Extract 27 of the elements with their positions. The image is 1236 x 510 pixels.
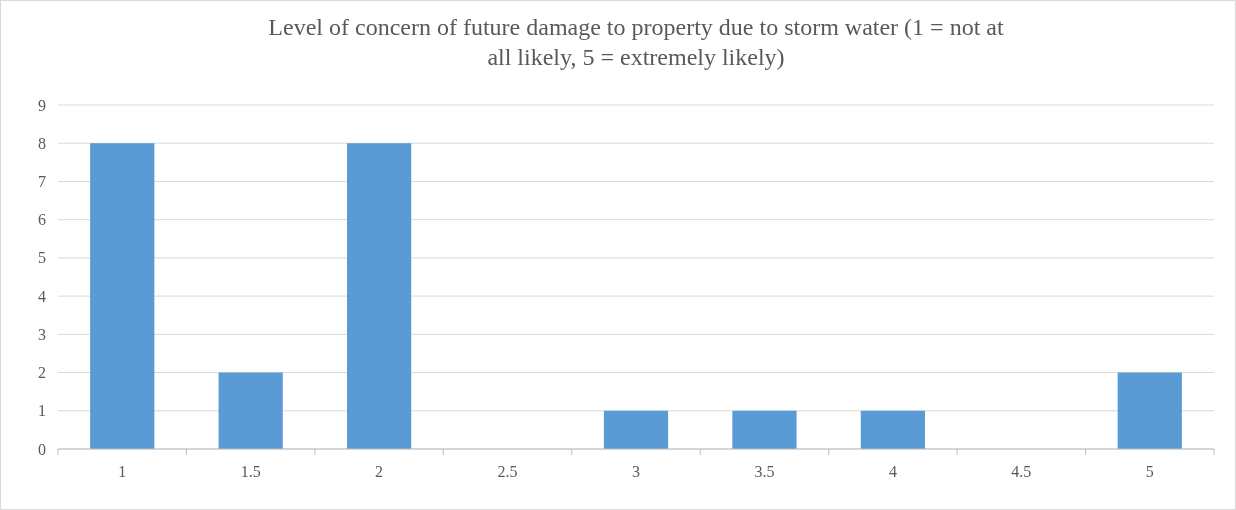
- x-tick-label: 3.5: [754, 463, 775, 480]
- y-tick-label: 3: [38, 325, 46, 343]
- x-tick-label: 5: [1145, 463, 1154, 480]
- x-tick-label: 2: [375, 463, 384, 480]
- x-tick-label: 2.5: [497, 463, 518, 480]
- bar: [860, 410, 925, 449]
- y-tick-label: 4: [38, 287, 46, 305]
- x-tick-label: 1.5: [240, 463, 261, 480]
- y-tick-label: 6: [38, 211, 46, 229]
- x-tick-label: 4: [888, 463, 897, 480]
- y-tick-label: 2: [38, 364, 46, 382]
- y-tick-label: 5: [38, 249, 46, 267]
- y-tick-label: 8: [38, 134, 46, 152]
- bar: [603, 410, 669, 449]
- chart-title: Level of concern of future damage to property due to storm water (1 = not at all likely, 5 = extremely likely): [268, 14, 1004, 70]
- y-tick-label: 7: [38, 173, 46, 191]
- y-tick-label: 0: [38, 440, 46, 458]
- bar: [1117, 372, 1182, 449]
- x-tick-label: 4.5: [1011, 463, 1032, 480]
- y-tick-label: 9: [38, 96, 46, 114]
- bar: [90, 143, 155, 449]
- x-tick-label: 3: [632, 463, 640, 480]
- bar: [218, 372, 283, 449]
- bar: [732, 410, 797, 449]
- y-tick-label: 1: [38, 402, 46, 420]
- x-tick-label: 1: [118, 463, 127, 480]
- bar: [347, 143, 412, 449]
